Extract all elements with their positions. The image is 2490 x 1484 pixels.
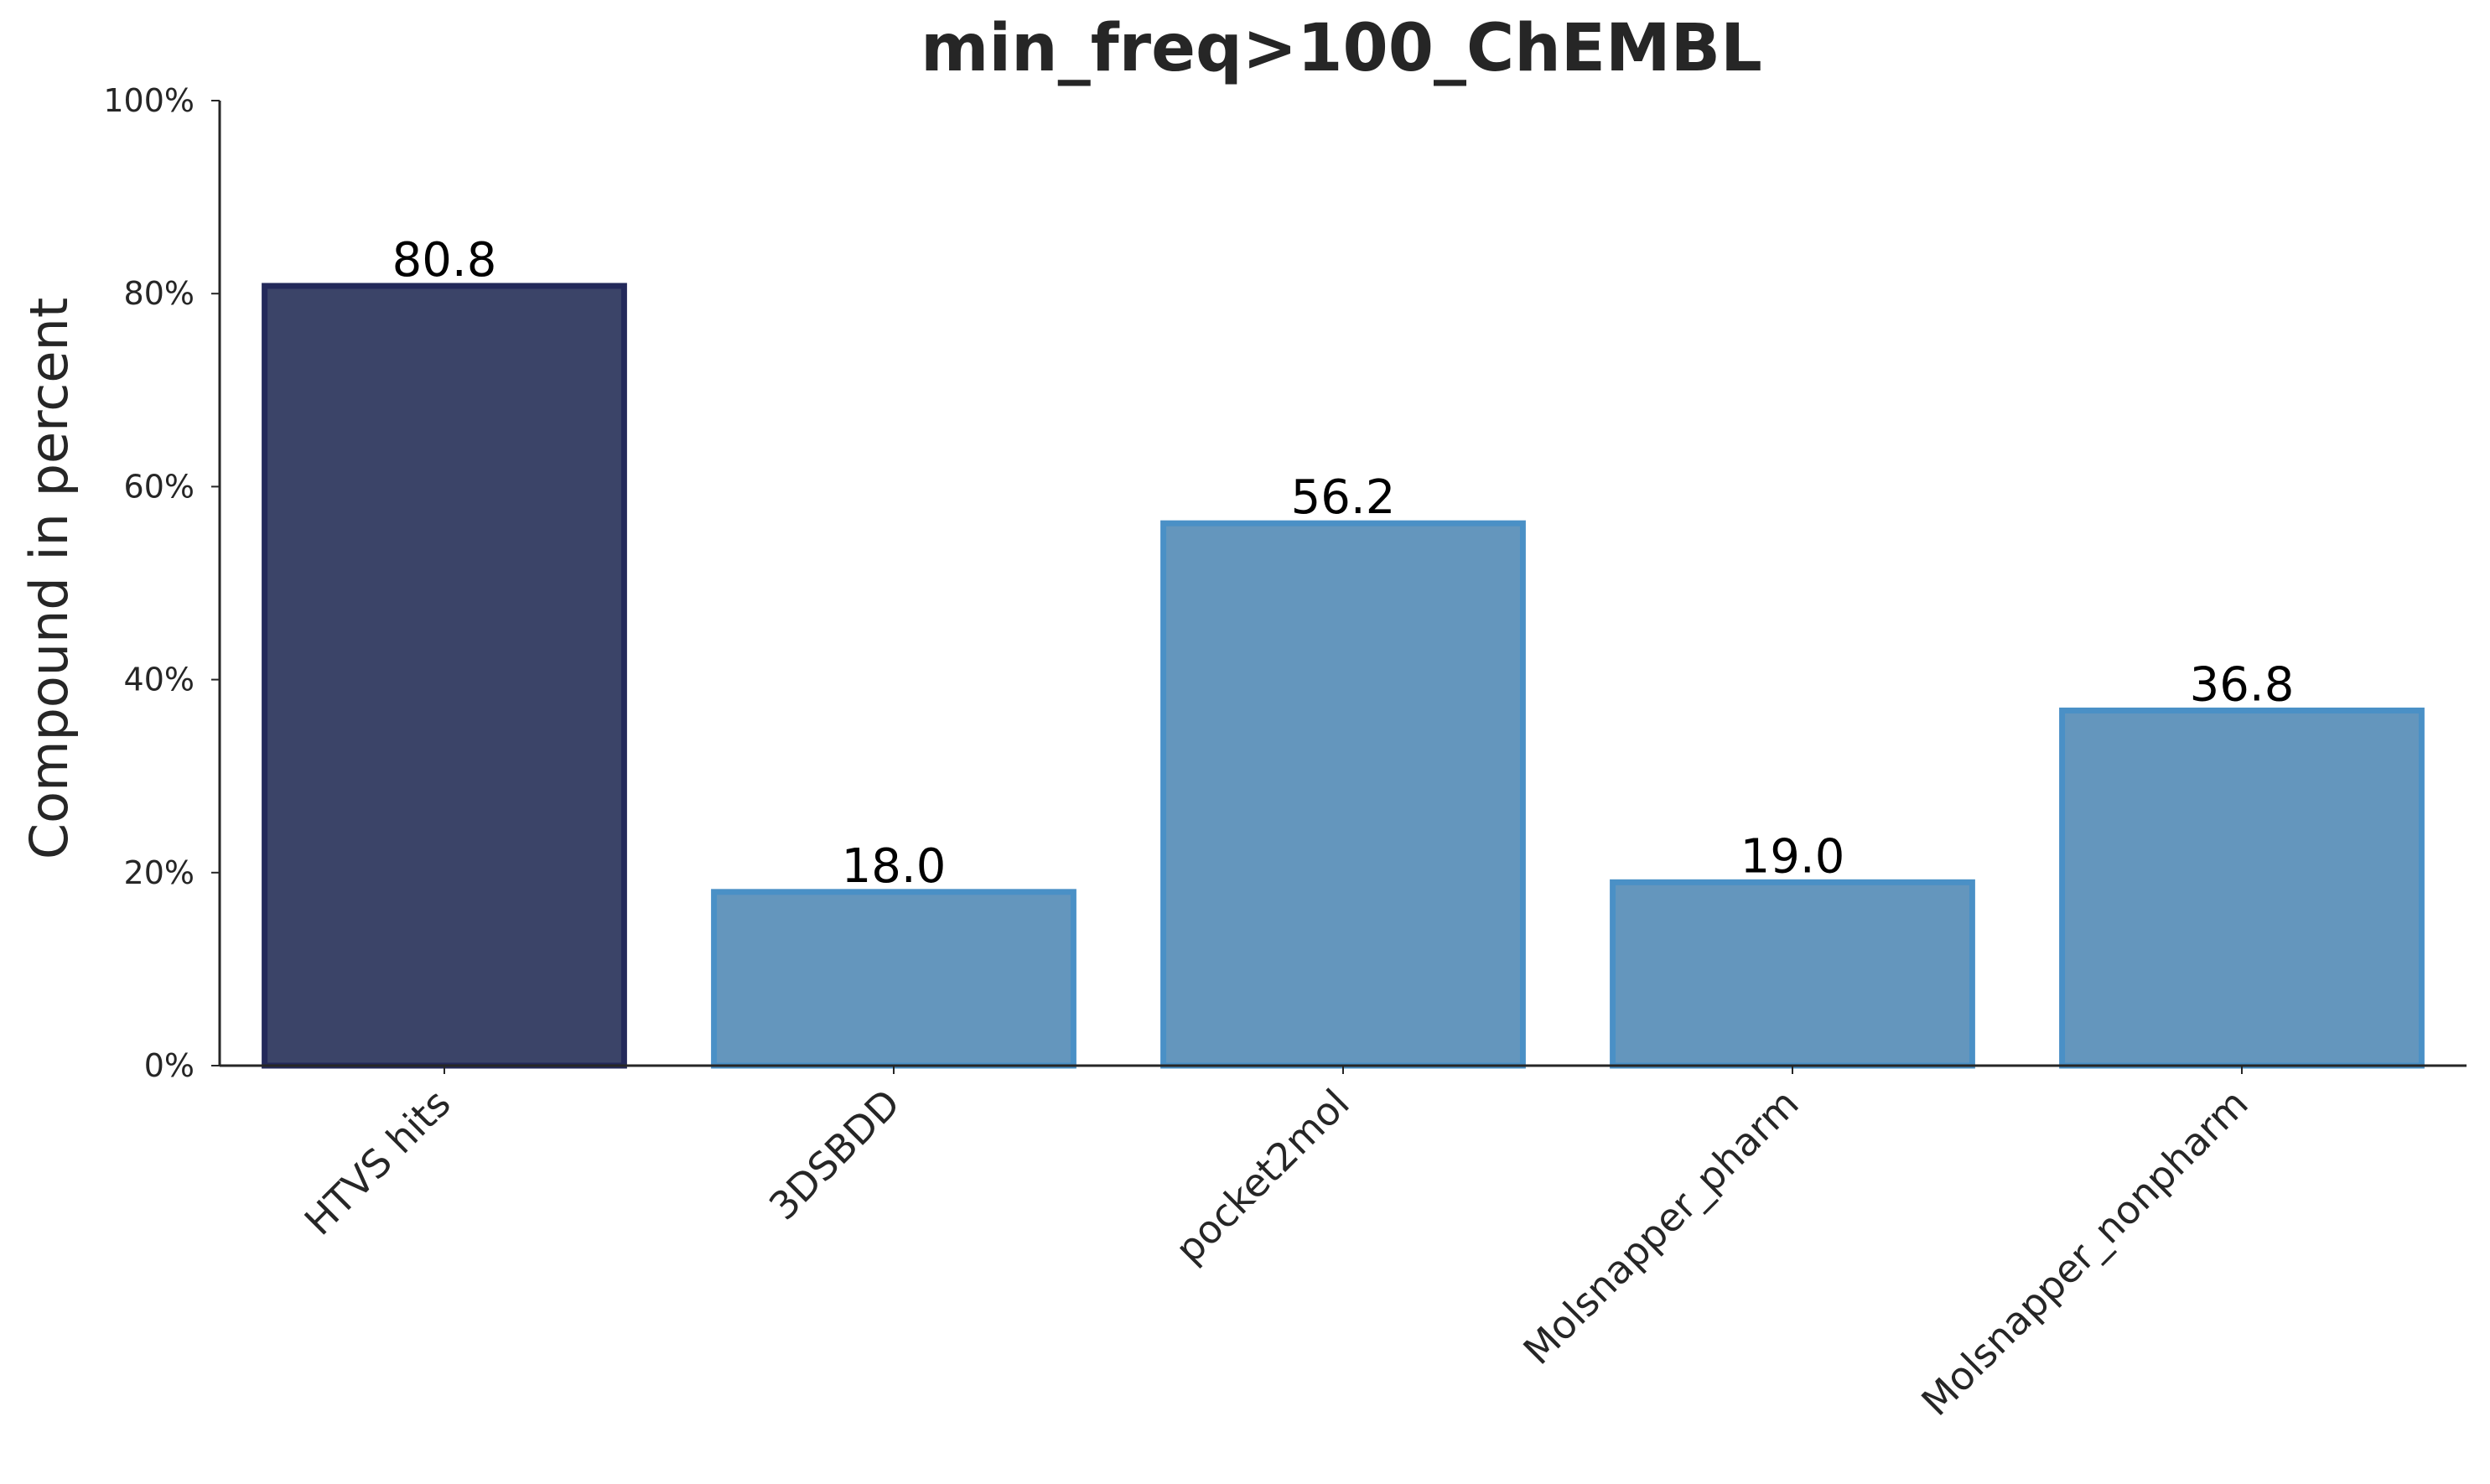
bar-series bbox=[262, 283, 2425, 1069]
bar bbox=[1610, 879, 1975, 1069]
x-tick-label: HTVS hits bbox=[296, 1081, 459, 1244]
y-tick-label: 60% bbox=[124, 468, 195, 505]
bar-value-label: 80.8 bbox=[392, 233, 497, 288]
y-axis-ticks: 0% 20% 40% 60% 80% 100% bbox=[103, 82, 220, 1084]
x-tick-label: Molsnapper_pharm bbox=[1514, 1081, 1807, 1373]
x-axis-ticks: HTVS hits 3DSBDD pocket2mol Molsnapper_phar… bbox=[296, 1066, 2257, 1424]
chart-title: min_freq>100_ChEMBL bbox=[921, 11, 1762, 86]
y-tick-label: 100% bbox=[103, 82, 195, 119]
bar-value-label: 19.0 bbox=[1740, 829, 1845, 884]
bar bbox=[262, 283, 627, 1069]
bar-value-label: 18.0 bbox=[842, 839, 947, 894]
x-tick-label: Molsnapper_nonpharm bbox=[1912, 1081, 2256, 1424]
bar-data-labels: 80.8 18.0 56.2 19.0 36.8 bbox=[392, 233, 2295, 894]
bar bbox=[1160, 520, 1526, 1069]
x-tick-label: pocket2mol bbox=[1166, 1081, 1357, 1272]
y-tick-label: 20% bbox=[124, 854, 195, 891]
bar-value-label: 36.8 bbox=[2190, 657, 2295, 712]
x-tick-label: 3DSBDD bbox=[760, 1081, 909, 1229]
y-tick-label: 40% bbox=[124, 662, 195, 698]
y-tick-label: 80% bbox=[124, 275, 195, 312]
bar-value-label: 56.2 bbox=[1291, 470, 1396, 525]
y-axis-label: Compound in percent bbox=[18, 298, 80, 859]
y-tick-label: 0% bbox=[144, 1047, 195, 1084]
bar bbox=[2059, 707, 2425, 1069]
bar bbox=[711, 889, 1076, 1069]
